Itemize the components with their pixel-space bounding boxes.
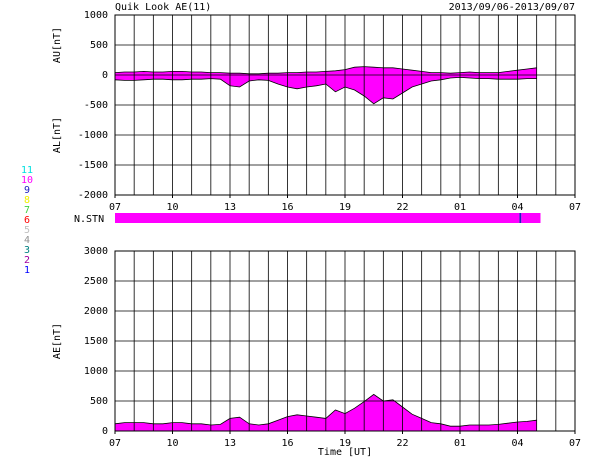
station-bar [115,213,520,223]
y-label-au: AU[nT] [52,27,63,63]
x-tick-label: 19 [339,438,351,449]
plot-frame [114,14,576,196]
x-tick-label: 10 [166,202,178,213]
x-tick-label: 22 [396,438,408,449]
station-level: 5 [24,225,30,236]
x-tick-label: 07 [109,202,121,213]
station-level: 11 [21,165,33,176]
station-level: 1 [24,265,30,276]
x-tick-label: 07 [109,438,121,449]
station-level: 8 [24,195,30,206]
x-tick-label: 01 [454,202,466,213]
y-tick-label: 500 [90,40,108,51]
x-tick-label: 10 [166,438,178,449]
station-level: 7 [24,205,30,216]
station-level: 4 [24,235,30,246]
station-level: 9 [24,185,30,196]
y-tick-label: 1000 [84,10,108,21]
x-tick-label: 07 [569,438,581,449]
date-range: 2013/09/06-2013/09/07 [449,2,575,13]
x-tick-label: 19 [339,202,351,213]
y-label-ae: AE[nT] [52,323,63,359]
x-tick-label: 16 [281,438,293,449]
y-tick-label: 2500 [84,276,108,287]
x-tick-label: 22 [396,202,408,213]
x-tick-label: 04 [511,438,523,449]
y-tick-label: -1000 [78,130,108,141]
y-tick-label: 3000 [84,246,108,257]
y-tick-label: 1500 [84,336,108,347]
station-bar [521,213,541,223]
x-tick-label: 13 [224,438,236,449]
x-tick-label: 16 [281,202,293,213]
y-tick-label: 0 [102,426,108,437]
station-level: 6 [24,215,30,226]
x-tick-label: 13 [224,202,236,213]
y-tick-label: 2000 [84,306,108,317]
y-tick-label: -1500 [78,160,108,171]
plot-frame [114,250,576,432]
station-bar [519,213,522,223]
y-tick-label: 0 [102,70,108,81]
station-level: 10 [21,175,33,186]
station-level: 3 [24,245,30,256]
x-tick-label: 01 [454,438,466,449]
x-label: Time [UT] [318,447,372,458]
station-level: 2 [24,255,30,266]
y-label-al: AL[nT] [52,117,63,153]
y-tick-label: -500 [84,100,108,111]
stn-label: N.STN [74,214,104,225]
x-tick-label: 07 [569,202,581,213]
x-tick-label: 04 [511,202,523,213]
chart-title: Quik Look AE(11) [115,2,211,13]
y-tick-label: -2000 [78,190,108,201]
y-tick-label: 1000 [84,366,108,377]
y-tick-label: 500 [90,396,108,407]
